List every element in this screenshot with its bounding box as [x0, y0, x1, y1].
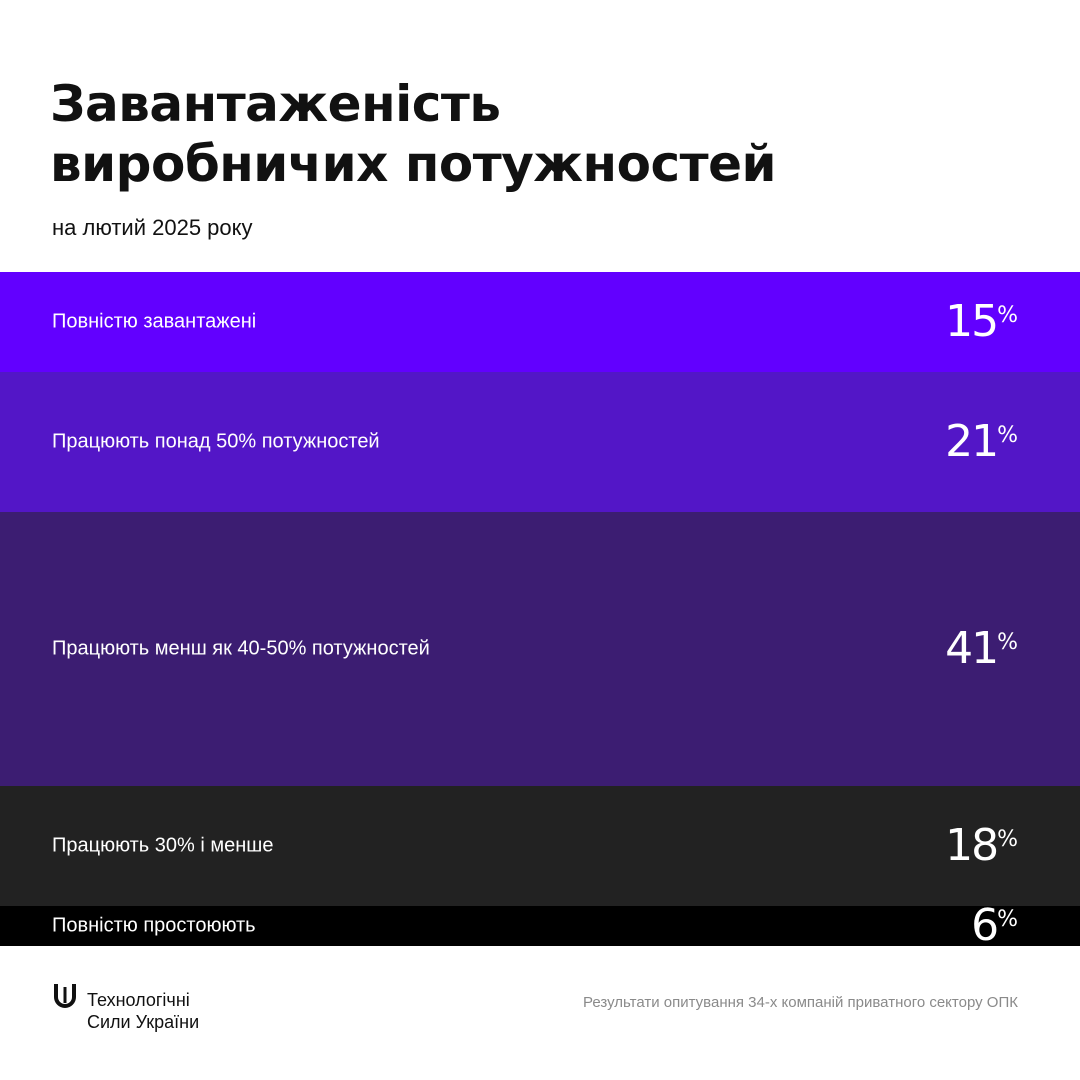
band-value-number: 6 [971, 900, 999, 951]
chart-band: Працюють понад 50% потужностей 21% [0, 372, 1080, 512]
title-line-2: виробничих потужностей [50, 135, 777, 193]
band-label: Повністю завантажені [52, 310, 257, 333]
band-label: Повністю простоюють [52, 914, 256, 937]
band-value-number: 21 [945, 416, 999, 467]
subtitle: на лютий 2025 року [52, 215, 253, 240]
chart-band: Повністю завантажені 15% [0, 272, 1080, 372]
chart-band: Повністю простоюють 6% [0, 904, 1080, 948]
survey-note: Результати опитування 34-х компаній прив… [583, 994, 1018, 1011]
band-value-number: 41 [945, 623, 999, 674]
band-value-unit: % [997, 423, 1018, 448]
band-value-number: 18 [945, 820, 999, 871]
band-label: Працюють 30% і менше [52, 834, 274, 857]
band-value-unit: % [997, 630, 1018, 655]
brand-name-line-1: Технологічні [87, 990, 190, 1010]
u-shape-logo-icon [54, 984, 76, 1008]
capacity-chart: Повністю завантажені 15% Працюють понад 50… [0, 272, 1080, 948]
band-value-unit: % [997, 907, 1018, 932]
chart-band: Працюють менш як 40-50% потужностей 41% [0, 512, 1080, 786]
band-value: 18% [945, 824, 1018, 868]
band-value-unit: % [997, 827, 1018, 852]
band-value: 41% [945, 627, 1018, 671]
band-value: 21% [945, 420, 1018, 464]
band-value: 6% [971, 904, 1018, 948]
page-title: Завантаженість виробничих потужностей [50, 74, 950, 194]
band-label: Працюють понад 50% потужностей [52, 430, 380, 453]
chart-band: Працюють 30% і менше 18% [0, 786, 1080, 906]
brand-logo: Технологічні Сили України [53, 983, 199, 1033]
band-label: Працюють менш як 40-50% потужностей [52, 637, 430, 660]
brand-name-line-2: Сили України [87, 1012, 200, 1032]
brand-name: Технологічні Сили України [87, 989, 199, 1033]
band-value-unit: % [997, 303, 1018, 328]
band-value: 15% [945, 300, 1018, 344]
band-value-number: 15 [945, 296, 999, 347]
title-line-1: Завантаженість [50, 75, 501, 133]
